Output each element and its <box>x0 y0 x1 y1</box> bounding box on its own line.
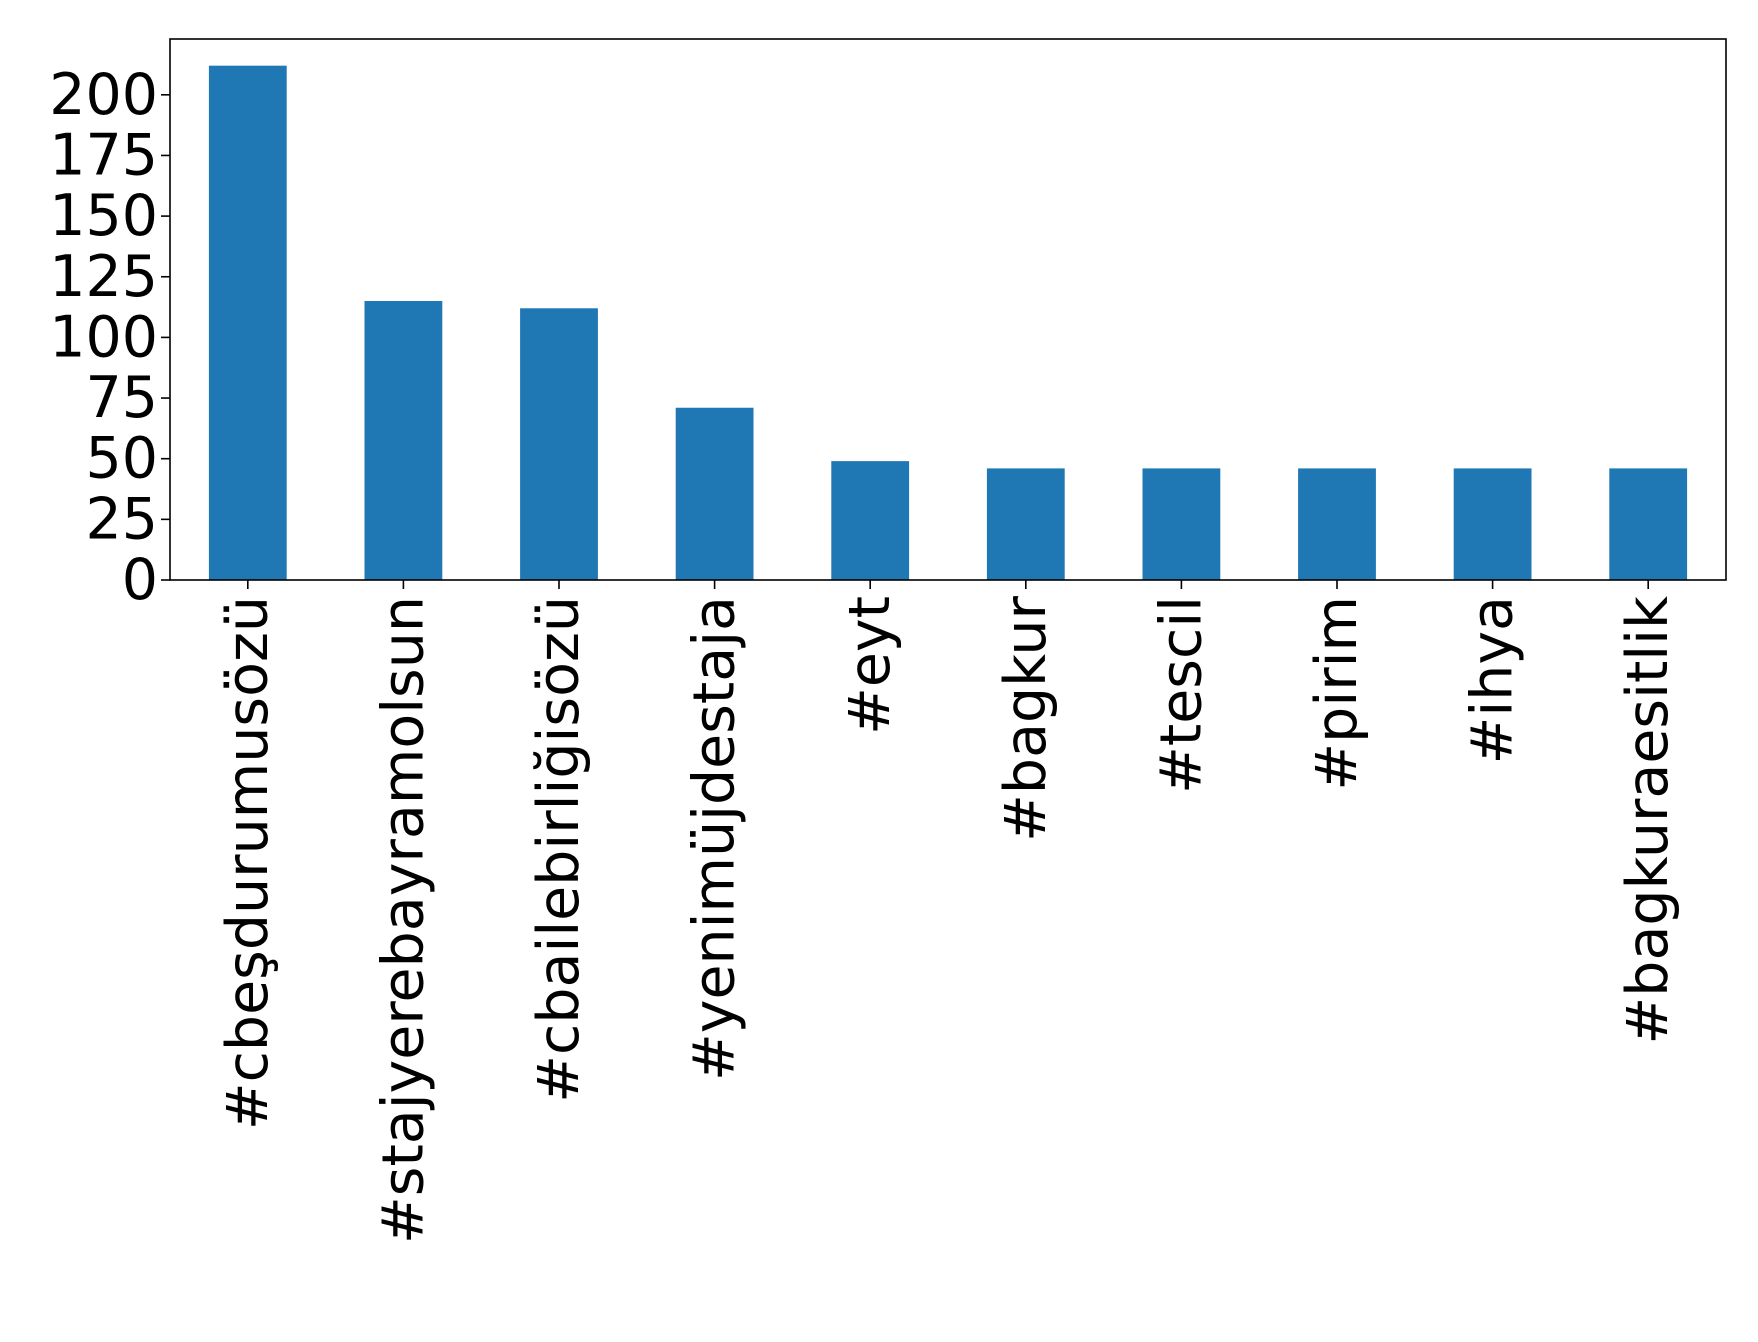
x-tick-label: #ihya <box>1460 596 1526 764</box>
y-tick-label: 175 <box>49 122 158 188</box>
x-tick-label: #eyt <box>837 596 903 735</box>
x-tick-label: #stajyerebayramolsun <box>370 596 436 1244</box>
plot-frame <box>169 38 1727 581</box>
x-axis: #cbeşdurumusözü #stajyerebayramolsun #cbai… <box>215 580 1681 1244</box>
y-tick-label: 200 <box>49 62 158 128</box>
y-tick-label: 100 <box>49 304 158 370</box>
x-tick-label: #tescil <box>1148 596 1214 794</box>
x-tick-label: #bagkuraesitlik <box>1615 596 1681 1044</box>
x-tick-label: #bagkur <box>993 595 1059 841</box>
bar <box>520 308 598 580</box>
bar <box>1142 468 1221 580</box>
y-tick-label: 150 <box>49 183 158 249</box>
bar <box>986 468 1065 580</box>
bar <box>675 407 754 580</box>
bar <box>1298 468 1376 580</box>
bar <box>831 461 910 580</box>
y-tick-label: 75 <box>85 365 158 431</box>
y-tick-label: 125 <box>49 244 158 310</box>
y-tick-label: 50 <box>85 426 158 492</box>
bar <box>1453 468 1532 580</box>
bar <box>208 65 287 580</box>
bar <box>364 301 443 580</box>
y-tick-label: 0 <box>122 547 158 613</box>
bars-layer <box>208 65 1688 580</box>
x-tick-label: #yenimüjdestaja <box>682 596 748 1081</box>
x-tick-label: #pirim <box>1304 596 1370 791</box>
bar <box>1609 468 1688 580</box>
x-tick-label: #cbailebirliğisözü <box>526 596 592 1103</box>
y-tick-label: 25 <box>85 486 158 552</box>
x-tick-label: #cbeşdurumusözü <box>215 596 281 1130</box>
